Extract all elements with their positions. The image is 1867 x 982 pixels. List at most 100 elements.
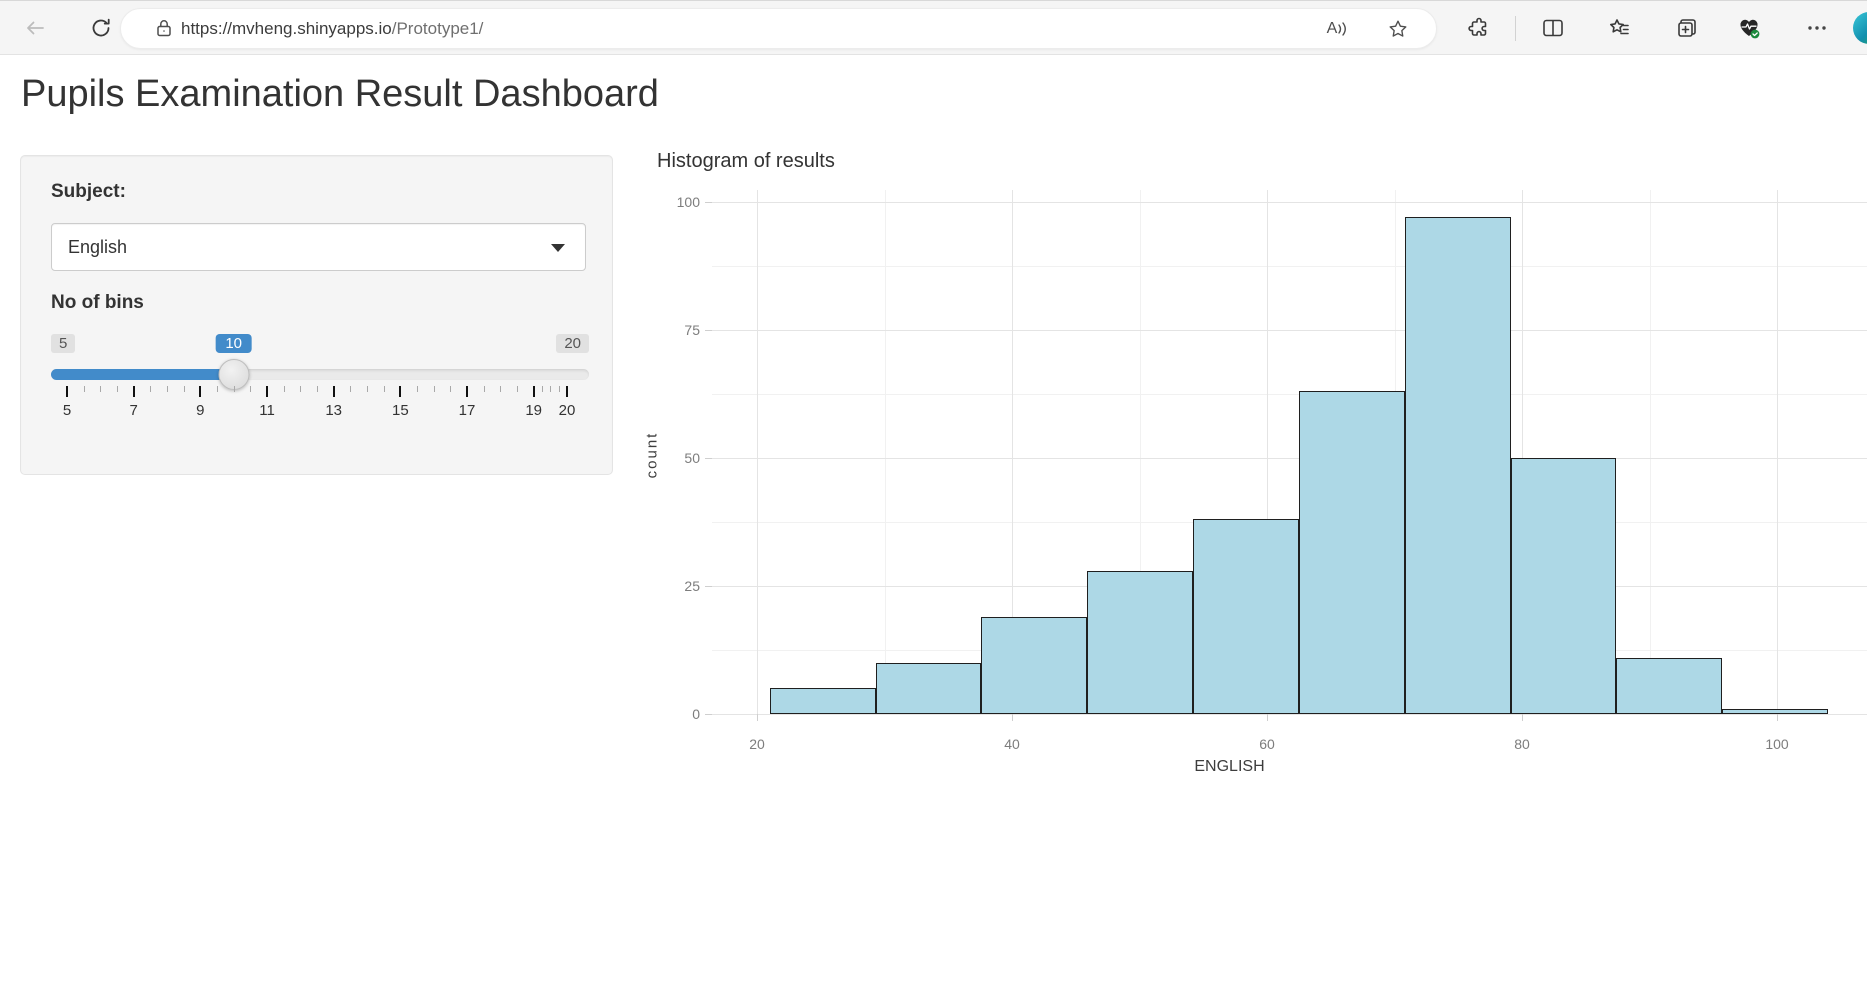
- slider-tick-label: 11: [259, 402, 275, 419]
- lock-icon[interactable]: [151, 15, 177, 41]
- bins-label: No of bins: [51, 292, 144, 313]
- slider-tick-major: [466, 386, 468, 397]
- slider-tick-minor: [367, 386, 368, 392]
- x-axis-tick-label: 100: [1765, 736, 1789, 752]
- gridline-x-minor: [1139, 190, 1141, 714]
- gridline-x-minor: [1649, 190, 1651, 714]
- slider-tick-minor: [550, 386, 552, 392]
- chevron-down-icon: [551, 244, 565, 252]
- histogram-bar: [1510, 458, 1617, 714]
- favorites-icon[interactable]: [1606, 15, 1632, 41]
- bins-slider[interactable]: 5 10 20 5 7 9 11 13 15 17 19 20: [51, 328, 589, 448]
- gridline-x-minor: [884, 190, 886, 714]
- gridline-y-major: [712, 458, 1867, 459]
- subject-select[interactable]: English: [51, 223, 586, 271]
- y-axis-tick: [705, 458, 712, 459]
- gridline-y-minor: [712, 394, 1867, 395]
- slider-tick-label: 19: [525, 402, 542, 419]
- x-axis-label: ENGLISH: [1194, 758, 1265, 775]
- read-aloud-icon[interactable]: A: [1324, 16, 1350, 42]
- slider-tick-major: [566, 386, 568, 397]
- gridline-y-minor: [712, 266, 1867, 267]
- read-aloud-letter: A: [1326, 19, 1338, 37]
- slider-tick-label: 15: [391, 402, 409, 419]
- x-axis-tick-label: 20: [749, 736, 765, 752]
- y-axis-tick-label: 0: [692, 706, 700, 722]
- slider-tick-minor: [350, 386, 352, 392]
- slider-tick-minor: [383, 386, 385, 392]
- chart-title: Histogram of results: [657, 150, 835, 172]
- slider-tick-minor: [150, 386, 152, 392]
- slider-max-badge: 20: [556, 334, 589, 353]
- slider-tick-minor: [100, 386, 102, 392]
- histogram-bar: [1193, 519, 1299, 714]
- histogram-bar: [1298, 391, 1405, 714]
- x-axis-tick: [1267, 714, 1268, 721]
- slider-tick-label: 9: [196, 402, 205, 419]
- slider-tick-minor: [450, 386, 452, 392]
- add-favorite-star-icon[interactable]: [1385, 16, 1411, 42]
- slider-tick-minor: [500, 386, 502, 392]
- slider-tick-minor: [417, 386, 418, 392]
- x-axis-tick-label: 40: [1004, 736, 1020, 752]
- histogram-bar: [1404, 217, 1511, 714]
- y-axis-tick: [705, 714, 712, 715]
- slider-tick-minor: [558, 386, 560, 392]
- address-bar[interactable]: https://mvheng.shinyapps.io/Prototype1/ …: [120, 8, 1437, 49]
- subject-label: Subject:: [51, 181, 126, 202]
- slider-tick-major: [532, 386, 535, 397]
- url-text[interactable]: https://mvheng.shinyapps.io/Prototype1/: [181, 9, 483, 48]
- x-axis-tick: [1012, 714, 1013, 721]
- x-axis-tick-label: 80: [1514, 736, 1530, 752]
- histogram-bar: [769, 688, 876, 714]
- y-axis-tick-label: 100: [676, 194, 700, 210]
- slider-fill: [51, 369, 234, 380]
- toolbar-divider: [1515, 16, 1516, 41]
- slider-tick-minor: [433, 386, 435, 392]
- slider-tick-minor: [217, 386, 218, 392]
- x-axis-tick-label: 60: [1259, 736, 1275, 752]
- gridline-y-major: [712, 202, 1867, 203]
- back-icon[interactable]: [22, 15, 48, 41]
- slider-tick-major: [399, 386, 402, 397]
- histogram-bar: [1722, 708, 1828, 714]
- browser-essentials-icon[interactable]: [1736, 15, 1762, 41]
- slider-tick-major: [266, 386, 268, 397]
- histogram-bar: [1087, 570, 1194, 714]
- slider-tick-label: 13: [325, 402, 342, 419]
- y-axis-tick-label: 75: [684, 322, 700, 338]
- slider-tick-minor: [117, 386, 118, 392]
- y-axis-tick-label: 50: [684, 450, 700, 466]
- slider-tick-label: 17: [458, 402, 476, 419]
- slider-tick-minor: [233, 386, 235, 392]
- slider-tick-minor: [250, 386, 252, 392]
- slider-tick-label: 5: [62, 402, 72, 419]
- gridline-y-major: [712, 714, 1867, 715]
- url-host: https://mvheng.shinyapps.io: [181, 19, 392, 38]
- gridline-x-major: [757, 190, 758, 714]
- histogram-plot: 0 25 50 75 100 20 40 60 80 100: [677, 190, 1867, 752]
- page-title: Pupils Examination Result Dashboard: [21, 73, 659, 115]
- split-screen-icon[interactable]: [1540, 15, 1566, 41]
- subject-selected-value: English: [68, 237, 128, 257]
- slider-tick-minor: [317, 386, 318, 392]
- histogram-bar: [981, 616, 1088, 714]
- gridline-x-major: [1012, 190, 1013, 714]
- collections-icon[interactable]: [1674, 15, 1700, 41]
- profile-avatar[interactable]: [1853, 12, 1867, 44]
- slider-tick-minor: [483, 386, 485, 392]
- more-menu-icon[interactable]: [1804, 15, 1830, 41]
- slider-tick-minor: [542, 386, 543, 392]
- refresh-icon[interactable]: [88, 15, 114, 41]
- gridline-x-major: [1777, 190, 1778, 714]
- slider-tick-major: [199, 386, 202, 397]
- controls-panel: Subject: English No of bins 5 10 20 5 7 9 1…: [20, 155, 613, 475]
- slider-tick-label: 20: [558, 402, 576, 419]
- slider-tick-major: [66, 386, 68, 397]
- slider-track[interactable]: [51, 369, 589, 380]
- slider-tick-label: 7: [129, 402, 138, 419]
- slider-tick-minor: [283, 386, 285, 392]
- gridline-y-major: [712, 330, 1867, 331]
- extensions-icon[interactable]: [1466, 15, 1492, 41]
- x-axis-tick: [1777, 714, 1778, 721]
